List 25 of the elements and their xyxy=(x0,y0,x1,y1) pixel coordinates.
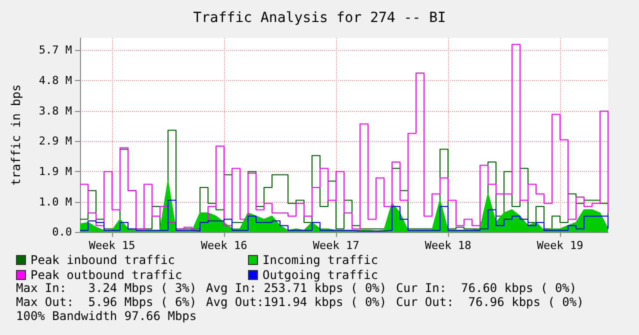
text: Cur Out: 76.96 kbps ( 0%) xyxy=(396,295,584,309)
x-tick-label: Week 16 xyxy=(200,239,248,252)
legend-label: Peak outbound traffic xyxy=(30,268,182,282)
y-tick-label: 0.0 xyxy=(52,226,72,238)
y-tick-label: 3.8 M xyxy=(38,104,72,118)
text: Cur In: 76.60 kbps ( 0%) xyxy=(396,281,577,295)
x-tick-label: Week 15 xyxy=(88,239,136,252)
y-tick-label: 1.9 M xyxy=(38,164,72,178)
text: Max In: 3.24 Mbps ( 3%) xyxy=(16,281,197,295)
x-tick-label: Week 18 xyxy=(424,239,472,252)
x-tick-label: Week 19 xyxy=(536,239,584,252)
y-tick-label: 4.8 M xyxy=(38,74,72,87)
legend-label: Peak inbound traffic xyxy=(30,253,175,267)
x-tick-label: Week 17 xyxy=(312,239,360,252)
text: Avg In: 253.71 kbps ( 0%) xyxy=(206,281,387,295)
legend-label: Outgoing traffic xyxy=(262,268,378,282)
y-tick-label: 2.9 M xyxy=(38,134,72,148)
text: Avg Out:191.94 kbps ( 0%) xyxy=(206,295,387,309)
y-tick-label: 5.7 M xyxy=(38,44,72,57)
y-tick-label: 1.0 M xyxy=(38,195,72,208)
chart-title: Traffic Analysis for 274 -- BI xyxy=(193,10,446,26)
text: 100% Bandwidth 97.66 Mbps xyxy=(16,309,197,323)
y-axis-title: traffic in bps xyxy=(9,84,23,186)
legend-label: Incoming traffic xyxy=(262,253,378,267)
text: Max Out: 5.96 Mbps ( 6%) xyxy=(16,295,197,309)
